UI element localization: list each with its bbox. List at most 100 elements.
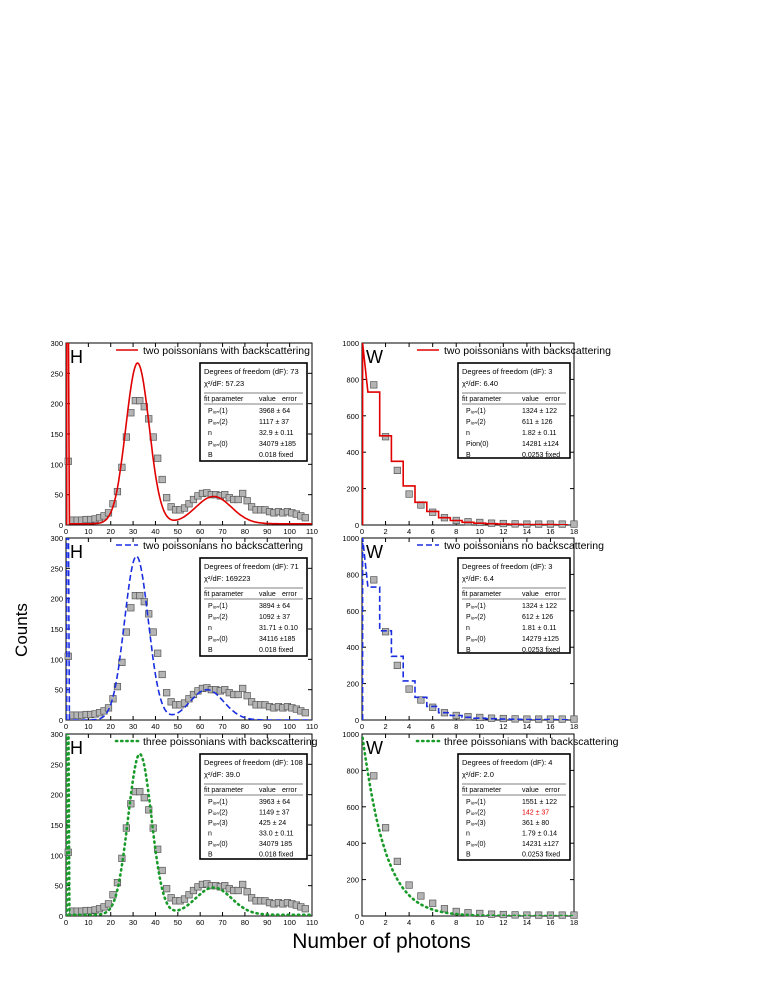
data-point [429, 508, 437, 516]
data-point [136, 397, 144, 405]
x-tick-label: 80 [241, 722, 249, 731]
fit-param-name: n [466, 831, 470, 838]
fit-table-header: value [259, 591, 276, 598]
fit-param-value: 14231 ±127 [522, 841, 559, 848]
data-point [429, 703, 437, 711]
x-tick-label: 20 [107, 918, 115, 927]
panel-letter: W [366, 347, 383, 367]
fit-table-chi: χ²/dF: 39.0 [204, 770, 240, 779]
legend-label: two poissonians with backscattering [444, 345, 611, 357]
fit-param-name: Pᵢₒₙ(2) [208, 614, 228, 621]
x-tick-label: 16 [546, 527, 554, 536]
data-point [239, 489, 247, 498]
y-tick-label: 600 [346, 412, 359, 421]
y-tick-label: 0 [355, 716, 359, 725]
data-point [154, 845, 162, 853]
fit-table-title: Degrees of freedom (dF): 3 [462, 562, 552, 571]
data-point [118, 658, 126, 666]
fit-curve [66, 734, 312, 916]
data-point [140, 598, 148, 606]
x-tick-label: 0 [360, 527, 364, 536]
x-tick-label: 110 [306, 722, 318, 731]
fit-param-name: Pᵢₒₙ(1) [466, 799, 486, 806]
data-point [570, 520, 578, 528]
panel-3: 0 10 20 30 40 50 60 70 80 90 100 110 0 50 100 150 200 250… [50, 534, 318, 731]
data-point [417, 696, 425, 704]
fit-curve [362, 538, 569, 720]
data-point [301, 905, 309, 913]
fit-param-value: 0.0253 fixed [522, 647, 560, 654]
panel-letter: H [70, 542, 83, 562]
fit-param-name: B [208, 852, 213, 859]
fit-table-title: Degrees of freedom (dF): 108 [204, 758, 303, 767]
y-tick-label: 1000 [342, 730, 359, 739]
panel-letter: H [70, 347, 83, 367]
y-tick-label: 100 [50, 655, 63, 664]
fit-param-name: n [466, 625, 470, 632]
fit-param-name: Pᵢₒₙ(0) [208, 841, 228, 848]
fit-param-value: 0.018 fixed [259, 852, 293, 859]
data-point [154, 649, 162, 657]
fit-param-name: Pᵢₒₙ(3) [208, 820, 228, 827]
fit-table-header: error [282, 591, 297, 598]
x-tick-label: 30 [129, 527, 137, 536]
fit-param-name: Pᵢₒₙ(0) [208, 441, 228, 448]
y-axis-label: Counts [12, 603, 31, 657]
fit-param-value: 361 ± 80 [522, 820, 549, 827]
data-point [189, 495, 198, 504]
fit-param-value: 14279 ±125 [522, 636, 559, 643]
fit-param-value: 34079 185 [259, 841, 292, 848]
fit-table-header: value [259, 396, 276, 403]
x-tick-label: 12 [499, 722, 507, 731]
fit-param-value: 34079 ±185 [259, 441, 296, 448]
fit-table-title: Degrees of freedom (dF): 71 [204, 562, 299, 571]
fit-param-name: Pᵢₒₙ(0) [466, 636, 486, 643]
x-tick-label: 8 [454, 527, 458, 536]
data-point [158, 866, 166, 875]
data-point [136, 788, 144, 796]
x-tick-label: 70 [218, 722, 226, 731]
data-point [145, 610, 153, 618]
y-tick-label: 400 [346, 643, 359, 652]
fit-param-value: 0.018 fixed [259, 452, 293, 459]
data-point [163, 494, 171, 502]
fit-curve [362, 343, 569, 525]
fit-param-value: 34116 ±185 [259, 636, 296, 643]
x-tick-label: 8 [454, 918, 458, 927]
x-tick-label: 10 [476, 918, 484, 927]
fit-param-value: 14281 ±124 [522, 441, 559, 448]
fit-param-value: 31.71 ± 0.10 [259, 625, 298, 632]
legend-label: two poissonians with backscattering [143, 345, 310, 357]
data-point [104, 900, 113, 908]
fit-param-name: Pᵢₒₙ(3) [466, 820, 486, 827]
fit-param-value: 0.018 fixed [259, 647, 293, 654]
y-tick-label: 150 [50, 821, 63, 830]
fit-param-value: 1.79 ± 0.14 [522, 831, 557, 838]
fit-param-value: 611 ± 126 [522, 419, 553, 426]
fit-table-chi: χ²/dF: 169223 [204, 574, 250, 583]
x-tick-label: 6 [431, 527, 435, 536]
x-tick-label: 14 [523, 527, 531, 536]
y-tick-label: 0 [59, 521, 63, 530]
fit-table-chi: χ²/dF: 2.0 [462, 770, 494, 779]
fit-table-header: error [545, 787, 560, 794]
data-point [570, 715, 578, 723]
x-tick-label: 18 [570, 918, 578, 927]
fit-table-box [199, 557, 308, 657]
data-point [370, 381, 378, 389]
fit-param-value: 0.0253 fixed [522, 852, 560, 859]
fit-param-name: B [466, 452, 471, 459]
legend-label: three poissonians with backscattering [143, 736, 318, 748]
fit-param-name: Pᵢₒₙ(2) [208, 810, 228, 817]
x-tick-label: 0 [64, 918, 68, 927]
y-tick-label: 0 [59, 912, 63, 921]
y-tick-label: 200 [346, 485, 359, 494]
fit-table-header: error [282, 396, 297, 403]
fit-param-name: Pᵢₒₙ(0) [208, 636, 228, 643]
x-tick-label: 40 [151, 722, 159, 731]
x-tick-label: 12 [499, 527, 507, 536]
panel-letter: W [366, 738, 383, 758]
x-tick-label: 0 [64, 527, 68, 536]
x-tick-label: 60 [196, 722, 204, 731]
